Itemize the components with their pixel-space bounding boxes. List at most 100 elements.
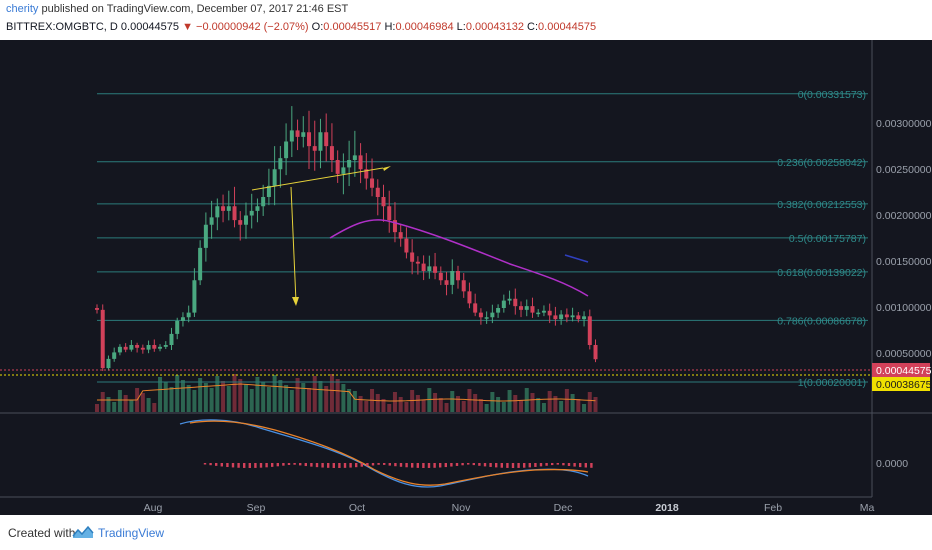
tradingview-link[interactable]: TradingView	[98, 526, 165, 540]
candle-body	[203, 224, 208, 248]
volume-bar	[232, 374, 237, 412]
macd-histogram-bar	[371, 463, 375, 466]
candle-body	[438, 272, 443, 281]
candle-body	[570, 315, 575, 318]
volume-bar	[473, 394, 478, 412]
volume-bar	[209, 388, 214, 412]
macd-histogram-bar	[282, 463, 285, 466]
y-tick-label: 0.00050000	[876, 348, 932, 360]
volume-bar	[398, 397, 403, 412]
volume-bar	[427, 388, 432, 412]
volume-bar	[152, 403, 157, 412]
macd-histogram-bar	[259, 463, 263, 468]
candle-body	[221, 206, 226, 211]
volume-bar	[450, 391, 455, 412]
ohlc-line: BITTREX:OMGBTC, D 0.00044575 ▼ −0.000009…	[6, 21, 596, 33]
volume-bar	[404, 402, 409, 412]
candle-body	[175, 320, 180, 334]
volume-bar	[318, 381, 323, 412]
volume-bar	[547, 391, 552, 412]
candle-body	[249, 210, 254, 216]
macd-histogram-bar	[523, 463, 526, 468]
macd-histogram-bar	[394, 463, 397, 467]
volume-bar	[266, 387, 271, 412]
macd-histogram-bar	[478, 463, 481, 466]
y-tick-label: 0.00250000	[876, 164, 932, 176]
annotations[interactable]	[0, 166, 872, 376]
volume-bar	[455, 396, 460, 412]
candle-body	[295, 130, 300, 137]
volume-bar	[490, 392, 495, 412]
candle-body	[255, 206, 260, 211]
volume-bar	[261, 382, 266, 412]
volume-bar	[312, 376, 317, 412]
macd-histogram-bar	[562, 463, 565, 466]
macd-histogram-bar	[366, 463, 369, 467]
candle-body	[461, 280, 466, 292]
down-arrow-icon: ▼	[182, 21, 193, 33]
candle-body	[564, 314, 569, 318]
macd-histogram-bar	[321, 463, 324, 468]
macd-histogram-bar	[551, 463, 554, 466]
candle-body	[455, 271, 460, 281]
volume-bar	[158, 377, 163, 412]
macd-histogram-bar	[467, 463, 470, 465]
candle-body	[329, 146, 334, 160]
macd-histogram-bar	[231, 463, 235, 468]
candle-body	[301, 132, 306, 137]
chart-area[interactable]: 0(0.00331573) 0.236(0.00258042) 0.382(0.00…	[0, 40, 932, 515]
candle-body	[524, 306, 529, 310]
volume-bar	[180, 380, 185, 412]
macd-histogram-bar	[500, 463, 503, 468]
candle-body	[536, 312, 541, 315]
candle-body	[289, 130, 294, 142]
macd-histogram-bar	[461, 463, 464, 466]
x-tick-label: Oct	[349, 502, 365, 514]
macd-histogram-bar	[511, 463, 515, 468]
candle-body	[152, 345, 157, 349]
candle-body	[467, 291, 472, 304]
volume-bar	[593, 397, 598, 412]
candle-body	[215, 206, 220, 218]
volume-bar	[541, 403, 546, 412]
candle-body	[490, 312, 495, 318]
volume-bar	[375, 394, 380, 412]
fib-label: 0.382(0.00212553)	[777, 199, 866, 211]
volume-bar	[295, 378, 300, 412]
volume-bar	[467, 389, 472, 412]
volume-bar	[484, 404, 489, 412]
volume-bar	[415, 395, 420, 412]
macd-histogram-bar	[506, 463, 509, 468]
macd-histogram-bar	[411, 463, 414, 468]
volume-bar	[289, 390, 294, 412]
footer: Created with TradingView	[0, 515, 932, 550]
macd-histogram-bar	[427, 463, 431, 468]
candle-body	[427, 266, 432, 271]
candle-body	[513, 298, 518, 307]
candle-body	[106, 358, 111, 369]
candle-body	[501, 300, 506, 308]
author-link[interactable]: cherity	[6, 3, 39, 15]
low-value: 0.00043132	[465, 21, 524, 33]
macd-histogram-bar	[545, 463, 548, 466]
volume-bar	[272, 375, 277, 412]
volume-bar	[478, 399, 483, 412]
volume-bar	[100, 392, 105, 412]
high-value: 0.00046984	[395, 21, 454, 33]
macd-tick-label: 0.0000	[876, 458, 908, 470]
tradingview-logo-icon[interactable]	[72, 524, 94, 540]
candle-body	[450, 271, 455, 285]
axes: 0.00300000 0.00250000 0.00200000 0.00150000…	[144, 118, 932, 514]
volume-bar	[587, 392, 592, 412]
macd-histogram-bar	[567, 463, 571, 466]
candle-body	[347, 160, 352, 168]
created-with-text: Created with	[8, 526, 76, 540]
close-label: C:	[527, 21, 539, 33]
fib-retracement[interactable]: 0(0.00331573) 0.236(0.00258042) 0.382(0.00…	[97, 89, 868, 389]
macd-histogram-bar	[215, 463, 218, 466]
chart-canvas[interactable]: 0(0.00331573) 0.236(0.00258042) 0.382(0.00…	[0, 40, 932, 515]
candle-body	[519, 306, 524, 310]
macd-histogram-bar	[299, 463, 302, 466]
grid	[0, 40, 932, 498]
candle-body	[284, 141, 289, 159]
